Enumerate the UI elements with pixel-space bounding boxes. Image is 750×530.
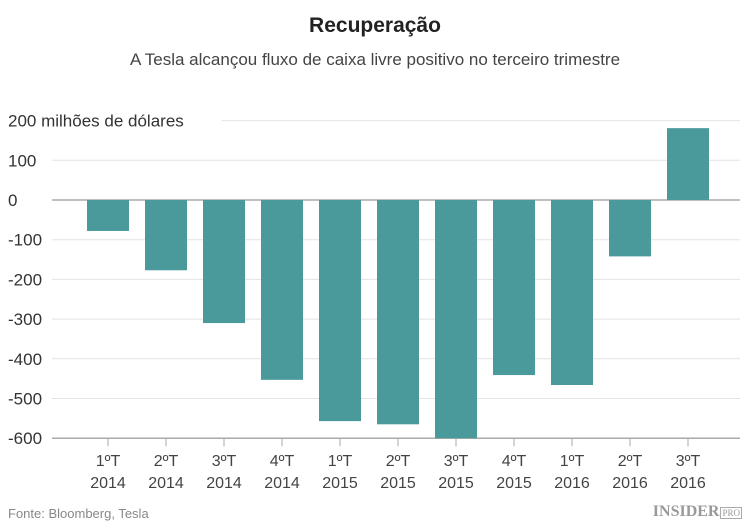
bar [87,200,129,231]
chart-title: Recuperação [309,14,441,37]
x-tick-label-year: 2014 [206,475,242,492]
bar [493,200,535,376]
bar [435,200,477,439]
y-tick-label: 200 milhões de dólares [8,112,184,131]
x-tick-label-year: 2014 [90,475,126,492]
x-tick-label-year: 2016 [612,475,648,492]
x-tick-label-quarter: 4ºT [270,453,295,470]
x-tick-label-quarter: 2ºT [154,453,179,470]
logo-badge: PRO [720,507,742,519]
source-note: Fonte: Bloomberg, Tesla [8,506,149,521]
x-tick-label-year: 2015 [380,475,416,492]
x-tick-label-quarter: 2ºT [618,453,643,470]
y-tick-label: 0 [8,191,17,210]
logo-text: INSIDER [652,503,720,520]
x-tick-label-year: 2015 [322,475,358,492]
y-tick-label: -500 [8,390,42,409]
x-tick-label-quarter: 1ºT [560,453,585,470]
x-tick-label-year: 2016 [670,475,706,492]
x-tick-label-year: 2015 [438,475,474,492]
y-tick-label: -100 [8,231,42,250]
x-tick-label-year: 2014 [148,475,184,492]
y-tick-label: -400 [8,350,42,369]
x-tick-label-quarter: 3ºT [676,453,701,470]
bar [667,128,709,200]
y-tick-label: -200 [8,270,42,289]
bar [145,200,187,271]
bar [377,200,419,425]
insider-pro-logo: INSIDER PRO [653,503,742,521]
x-tick-label-quarter: 1ºT [328,453,353,470]
bar [551,200,593,386]
x-tick-label-quarter: 4ºT [502,453,527,470]
bar [203,200,245,324]
y-tick-label: -300 [8,310,42,329]
x-tick-label-quarter: 3ºT [444,453,469,470]
x-tick-label-year: 2016 [554,475,590,492]
x-tick-label-year: 2014 [264,475,300,492]
bar [261,200,303,380]
y-tick-label: -600 [8,429,42,448]
chart-subtitle: A Tesla alcançou fluxo de caixa livre po… [129,50,621,69]
x-tick-label-quarter: 1ºT [96,453,121,470]
x-tick-label-year: 2015 [496,475,532,492]
y-tick-label: 100 [8,151,36,170]
bar [319,200,361,422]
x-tick-label-quarter: 2ºT [386,453,411,470]
x-tick-label-quarter: 3ºT [212,453,237,470]
bar [609,200,651,257]
